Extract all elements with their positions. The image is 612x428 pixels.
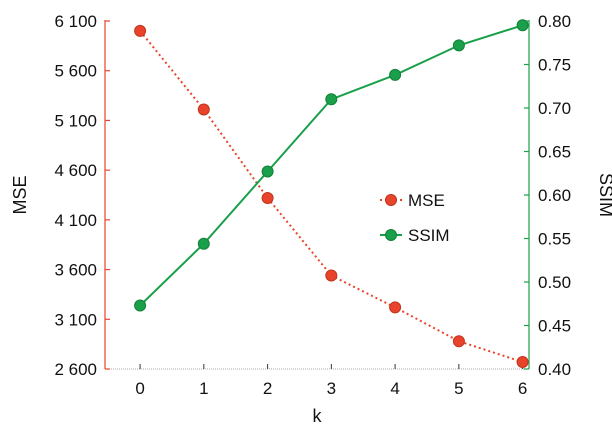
y-tick-label-left: 3 600 bbox=[54, 261, 97, 280]
data-point-ssim bbox=[134, 299, 147, 312]
y-axis-title-left: MSE bbox=[10, 175, 30, 214]
data-point-ssim bbox=[197, 237, 210, 250]
x-tick-label: 0 bbox=[135, 379, 144, 398]
y-tick-label-left: 5 600 bbox=[54, 62, 97, 81]
legend: MSE SSIM bbox=[380, 191, 450, 245]
x-tick-label: 6 bbox=[518, 379, 527, 398]
data-point-mse bbox=[134, 24, 147, 37]
data-point-mse bbox=[261, 192, 274, 204]
data-point-mse bbox=[389, 301, 402, 314]
legend-label-mse: MSE bbox=[408, 191, 445, 210]
data-point-ssim bbox=[452, 39, 465, 52]
y-tick-label-right: 0.75 bbox=[538, 56, 571, 75]
data-point-mse bbox=[452, 335, 465, 348]
x-tick-label: 2 bbox=[263, 379, 272, 398]
y-tick-label-left: 2 600 bbox=[54, 360, 97, 379]
x-axis-title: k bbox=[313, 406, 323, 426]
y-tick-label-right: 0.55 bbox=[538, 230, 571, 249]
x-tick-label: 4 bbox=[390, 379, 399, 398]
y-tick-label-right: 0.45 bbox=[538, 317, 571, 336]
data-point-mse bbox=[197, 103, 210, 116]
legend-marker-ssim bbox=[385, 229, 397, 241]
y-tick-label-right: 0.70 bbox=[538, 99, 571, 118]
x-tick-label: 5 bbox=[454, 379, 463, 398]
y-axis-title-right: SSIM bbox=[596, 173, 612, 217]
data-point-ssim bbox=[389, 68, 402, 81]
y-tick-label-left: 5 100 bbox=[54, 111, 97, 130]
x-tick-label: 1 bbox=[199, 379, 208, 398]
y-tick-label-left: 6 100 bbox=[54, 12, 97, 31]
y-tick-label-right: 0.40 bbox=[538, 360, 571, 379]
y-tick-label-left: 4 100 bbox=[54, 211, 97, 230]
y-tick-label-right: 0.50 bbox=[538, 273, 571, 292]
y-tick-label-right: 0.65 bbox=[538, 143, 571, 162]
series bbox=[134, 19, 529, 368]
x-tick-label: 3 bbox=[327, 379, 336, 398]
data-point-mse bbox=[516, 356, 529, 368]
series-line-ssim bbox=[139, 24, 523, 307]
y-tick-label-left: 3 100 bbox=[54, 310, 97, 329]
axes bbox=[104, 20, 530, 370]
y-tick-label-right: 0.80 bbox=[538, 12, 571, 31]
data-point-mse bbox=[325, 269, 338, 282]
data-point-ssim bbox=[516, 19, 529, 32]
data-point-ssim bbox=[325, 93, 338, 106]
legend-marker-mse bbox=[385, 194, 397, 206]
series-line-mse bbox=[139, 30, 523, 363]
y-tick-label-left: 4 600 bbox=[54, 161, 97, 180]
y-tick-label-right: 0.60 bbox=[538, 186, 571, 205]
data-point-ssim bbox=[261, 165, 274, 178]
legend-label-ssim: SSIM bbox=[408, 226, 450, 245]
